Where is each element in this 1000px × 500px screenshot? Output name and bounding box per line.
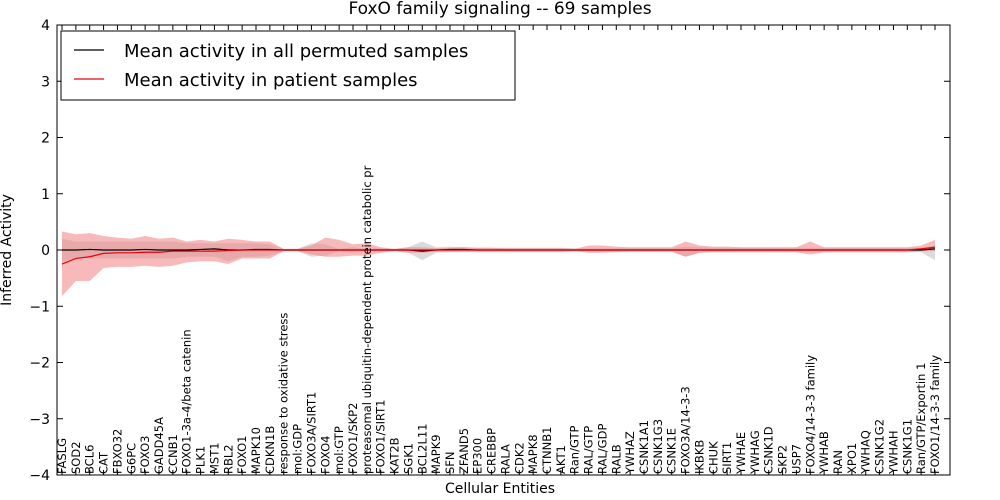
x-tick-label: CSNK1G2 [873,419,887,474]
x-tick-label: CTNNB1 [540,427,554,474]
x-tick-label: GADD45A [152,417,166,474]
x-tick-label: FOXO3A/14-3-3 [679,386,693,474]
x-tick-label: response to oxidative stress [277,313,291,474]
x-tick-label: RALB [609,444,623,474]
x-tick-label: RAL/GTP [582,426,596,474]
x-tick-label: CSNK1D [762,426,776,474]
x-tick-label: EP300 [471,438,485,474]
x-tick-label: CHUK [706,441,720,474]
x-tick-label: CREBBP [485,428,499,474]
x-tick-label: YWHAQ [859,430,873,475]
chart-title: FoxO family signaling -- 69 samples [348,0,651,19]
x-tick-label: CDKN1B [263,426,277,474]
y-tick-label: 0 [41,243,50,259]
x-tick-label: CAT [97,451,111,474]
y-axis-label: Inferred Activity [0,194,15,306]
y-tick-label: −2 [29,356,50,372]
x-tick-label: FOXO1/14-3-3 family [928,355,942,474]
x-tick-label: mol:GDP [291,424,305,474]
x-tick-label: SGK1 [401,443,415,474]
x-tick-label: YWHAB [817,431,831,475]
y-tick-label: 3 [41,74,50,90]
y-tick-label: 2 [41,131,50,147]
x-tick-label: FOXO3 [138,436,152,474]
x-tick-label: FOXO1 [235,436,249,474]
x-tick-label: CCNB1 [166,434,180,474]
legend: Mean activity in all permuted samples Me… [60,30,516,101]
x-tick-label: YWHAG [748,430,762,475]
x-tick-label: MAPK9 [429,434,443,474]
legend-label-patient: Mean activity in patient samples [124,70,418,91]
x-tick-label: CSNK1E [665,428,679,474]
x-tick-label: CSNK1A1 [637,420,651,474]
x-tick-label: BCL6 [83,445,97,474]
y-tick-label: −3 [29,412,50,428]
legend-label-permuted: Mean activity in all permuted samples [124,41,468,62]
x-tick-label: Ran/GTP [568,426,582,474]
plot-area [61,231,936,297]
x-tick-label: CSNK1G3 [651,419,665,474]
x-tick-label: YWHAZ [623,431,637,475]
x-tick-label: CSNK1G1 [900,419,914,474]
x-tick-label: YWHAE [734,432,748,475]
x-tick-label: SFN [443,451,457,474]
x-tick-label: KAT2B [388,437,402,474]
x-tick-label: MST1 [207,442,221,474]
x-tick-label: IKBKB [692,440,706,474]
x-tick-label: MAPK10 [249,427,263,474]
x-tick-label: FOXO3A/SIRT1 [304,392,318,474]
series-line-1 [61,246,936,265]
x-tick-label: MAPK8 [526,434,540,474]
x-tick-label: FOXO1/SIRT1 [374,399,388,474]
x-tick-label: FOXO1-3a-4/beta catenin [180,329,194,474]
x-tick-label: SIRT1 [720,442,734,474]
y-tick-label: −4 [29,468,50,484]
x-tick-label: FOXO4/14-3-3 family [803,355,817,474]
x-tick-label: FBXO32 [110,429,124,474]
x-tick-label: FASLG [55,438,69,474]
x-tick-label: CDK2 [512,442,526,474]
x-tick-label: XPO1 [845,443,859,474]
x-tick-label: G6PC [124,443,138,474]
x-tick-label: SOD2 [69,441,83,474]
x-tick-label: FOXO1/SKP2 [346,403,360,474]
x-tick-label: PLK1 [194,446,208,474]
y-tick-label: −1 [29,299,50,315]
y-tick-label: 4 [41,18,50,34]
x-tick-label: USP7 [789,444,803,474]
y-tick-label: 1 [41,187,50,203]
x-tick-label: ZFAND5 [457,428,471,474]
series-band-1 [62,231,935,297]
x-axis-label: Cellular Entities [445,481,555,497]
x-tick-label: FOXO4 [318,436,332,474]
x-tick-label: SKP2 [776,445,790,474]
x-tick-label: RBL2 [221,444,235,474]
x-tick-label: AKT1 [554,445,568,474]
x-tick-label: YWHAH [886,430,900,475]
x-tick-label: proteasomal ubiquitin-dependent protein … [360,165,374,474]
x-tick-label: BCL2L11 [415,424,429,474]
x-tick-label: RAN [831,450,845,474]
x-tick-label: RAL/GDP [595,424,609,474]
x-tick-label: mol:GTP [332,426,346,474]
x-tick-label: RALA [498,444,512,474]
legend-box [60,30,516,101]
x-tick-label: Ran/GTP/Exportin 1 [914,363,928,474]
